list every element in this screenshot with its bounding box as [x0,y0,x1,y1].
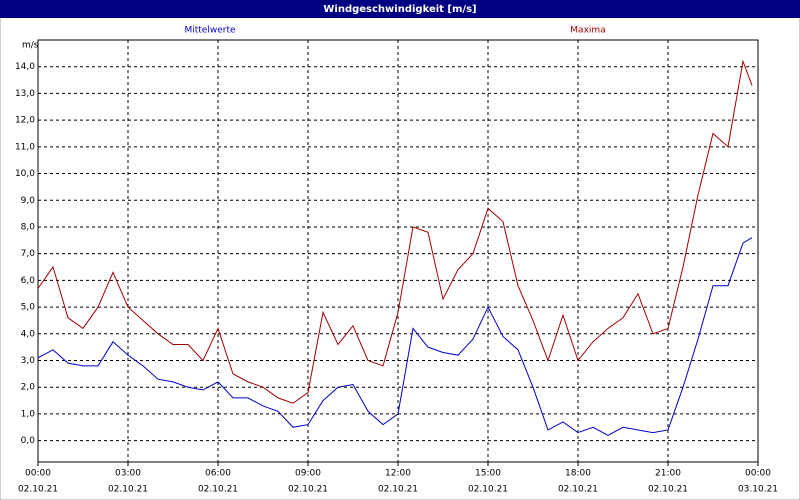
y-tick-label: 0,0 [21,436,36,446]
y-tick-label: 13,0 [15,89,35,99]
x-tick-label: 06:00 [205,469,231,479]
x-tick-label: 18:00 [565,469,591,479]
x-tick-label: 09:00 [295,469,321,479]
title-bar [0,0,800,18]
x-tick-label: 03:00 [115,469,141,479]
x-tick-date: 03.10.21 [738,485,778,495]
legend-label: Maxima [570,26,605,36]
y-tick-label: 3,0 [21,356,36,366]
x-tick-label: 00:00 [745,469,771,479]
y-tick-label: 10,0 [15,169,35,179]
x-tick-date: 02.10.21 [18,485,58,495]
x-tick-date: 02.10.21 [288,485,328,495]
y-tick-label: 9,0 [21,196,36,206]
x-tick-date: 02.10.21 [378,485,418,495]
x-tick-label: 15:00 [475,469,501,479]
y-tick-label: 4,0 [21,329,36,339]
y-tick-label: 12,0 [15,116,35,126]
y-tick-label: 11,0 [15,142,35,152]
x-tick-label: 12:00 [385,469,411,479]
series-line [37,59,753,404]
y-unit: m/s [22,41,39,51]
y-tick-label: 5,0 [21,303,36,313]
chart-title: Windgeschwindigkeit [m/s] [323,4,476,15]
y-tick-label: 14,0 [15,62,35,72]
series-line [37,237,753,436]
x-tick-label: 21:00 [655,469,681,479]
x-tick-date: 02.10.21 [468,485,508,495]
y-tick-label: 6,0 [21,276,36,286]
x-tick-date: 02.10.21 [108,485,148,495]
legend-label: Mittelwerte [184,26,235,36]
y-tick-label: 1,0 [21,409,36,419]
x-tick-date: 02.10.21 [648,485,688,495]
x-tick-date: 02.10.21 [198,485,238,495]
y-tick-label: 7,0 [21,249,36,259]
y-tick-label: 8,0 [21,222,36,232]
y-tick-label: 2,0 [21,383,36,393]
x-tick-label: 00:00 [25,469,51,479]
x-tick-date: 02.10.21 [558,485,598,495]
